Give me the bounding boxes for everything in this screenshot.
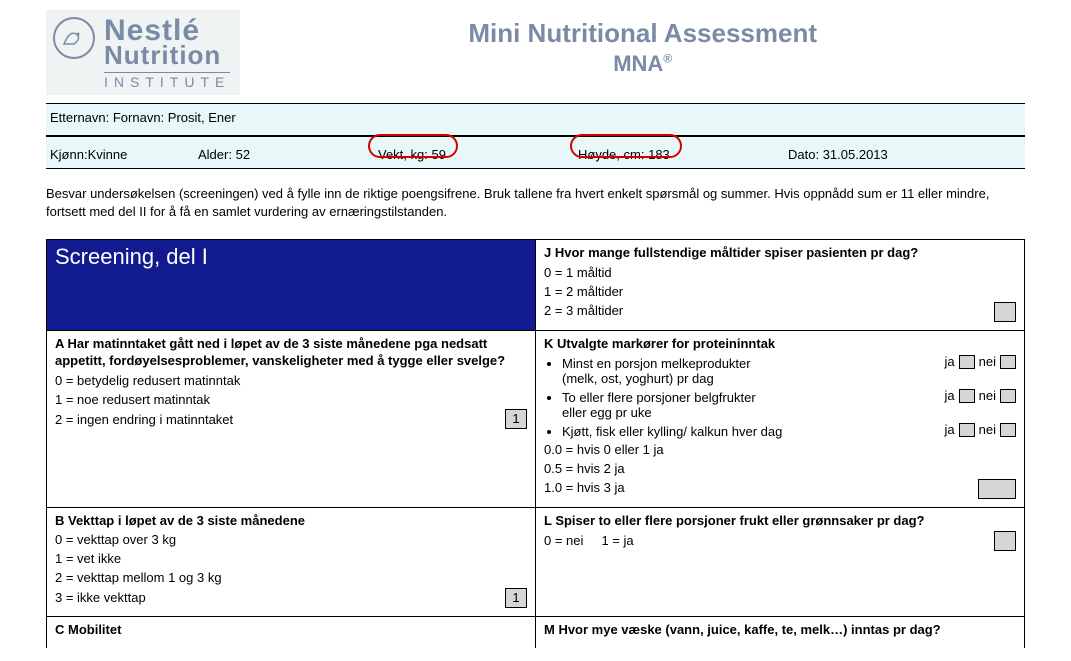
logo: Nestlé Nutrition INSTITUTE — [46, 10, 240, 95]
qB-score-box[interactable]: 1 — [505, 588, 527, 608]
qJ-l0: 0 = 1 måltid — [544, 264, 1016, 283]
qK-b2: To eller flere porsjoner belgfrukter ell… — [562, 390, 945, 420]
qL-score-box[interactable] — [994, 531, 1016, 551]
subtitle-text: MNA — [613, 51, 663, 76]
qK-nei-box-1[interactable] — [1000, 355, 1016, 369]
question-B-cell: B Vekttap i løpet av de 3 siste månedene… — [47, 507, 536, 616]
qB-l2: 2 = vekttap mellom 1 og 3 kg — [55, 569, 527, 588]
qA-l1: 1 = noe redusert matinntak — [55, 391, 527, 410]
gender-value: Kvinne — [88, 147, 128, 162]
qJ-l2: 2 = 3 måltider — [544, 302, 994, 321]
qA-score-box[interactable]: 1 — [505, 409, 527, 429]
patient-info-band: Etternavn: Fornavn: Prosit, Ener Kjønn:K… — [46, 103, 1025, 169]
question-A-cell: A Har matinntaket gått ned i løpet av de… — [47, 330, 536, 507]
page-subtitle: MNA® — [260, 51, 1025, 77]
weight-label: Vekt, kg: — [378, 147, 428, 162]
height-value: 183 — [648, 147, 670, 162]
qK-nei-1: nei — [979, 354, 996, 369]
logo-text-3: INSTITUTE — [104, 72, 230, 89]
name-label: Etternavn: Fornavn: — [50, 110, 164, 125]
qK-nei-box-3[interactable] — [1000, 423, 1016, 437]
qL-opts: 0 = nei 1 = ja — [544, 532, 994, 551]
page-title: Mini Nutritional Assessment — [260, 18, 1025, 49]
qB-l0: 0 = vekttap over 3 kg — [55, 531, 527, 550]
qB-l1: 1 = vet ikke — [55, 550, 527, 569]
qJ-l1: 1 = 2 måltider — [544, 283, 1016, 302]
qK-ja-2: ja — [945, 388, 955, 403]
qK-nei-2: nei — [979, 388, 996, 403]
bird-icon — [52, 16, 96, 60]
age-label: Alder: — [198, 147, 232, 162]
qK-head: K Utvalgte markører for proteininntak — [544, 335, 1016, 353]
qK-ja-3: ja — [945, 422, 955, 437]
qK-ja-box-3[interactable] — [959, 423, 975, 437]
qK-score-box[interactable] — [978, 479, 1016, 499]
qB-head: B Vekttap i løpet av de 3 siste månedene — [55, 512, 527, 530]
qA-head: A Har matinntaket gått ned i løpet av de… — [55, 335, 527, 370]
qK-nei-3: nei — [979, 422, 996, 437]
qA-l0: 0 = betydelig redusert matinntak — [55, 372, 527, 391]
assessment-table: Screening, del I J Hvor mange fullstendi… — [46, 239, 1025, 648]
instructions-text: Besvar undersøkelsen (screeningen) ved å… — [46, 185, 1025, 221]
date-label: Dato: — [788, 147, 819, 162]
height-label: Høyde, cm: — [578, 147, 644, 162]
section-header: Screening, del I — [47, 240, 536, 330]
weight-value: 59 — [432, 147, 446, 162]
qK-ja-box-2[interactable] — [959, 389, 975, 403]
gender-label: Kjønn: — [50, 147, 88, 162]
qL-head: L Spiser to eller flere porsjoner frukt … — [544, 512, 1016, 530]
qK-s3: 1.0 = hvis 3 ja — [544, 479, 978, 498]
qB-l3: 3 = ikke vekttap — [55, 589, 505, 608]
question-L-cell: L Spiser to eller flere porsjoner frukt … — [536, 507, 1025, 616]
qK-nei-box-2[interactable] — [1000, 389, 1016, 403]
subtitle-sup: ® — [663, 52, 672, 66]
qK-ja-1: ja — [945, 354, 955, 369]
question-M-cell: M Hvor mye væske (vann, juice, kaffe, te… — [536, 616, 1025, 648]
qK-s2: 0.5 = hvis 2 ja — [544, 460, 1016, 479]
date-value: 31.05.2013 — [823, 147, 888, 162]
logo-text-2: Nutrition — [104, 42, 230, 68]
name-value: Prosit, Ener — [168, 110, 236, 125]
qK-b1: Minst en porsjon melkeprodukter (melk, o… — [562, 356, 945, 386]
qM-head: M Hvor mye væske (vann, juice, kaffe, te… — [544, 621, 1016, 639]
qK-b3: Kjøtt, fisk eller kylling/ kalkun hver d… — [562, 424, 945, 439]
question-J-cell: J Hvor mange fullstendige måltider spise… — [536, 240, 1025, 330]
qC-head: C Mobilitet — [55, 621, 527, 639]
age-value: 52 — [236, 147, 250, 162]
qJ-score-box[interactable] — [994, 302, 1016, 322]
question-C-cell: C Mobilitet — [47, 616, 536, 648]
qJ-head: J Hvor mange fullstendige måltider spise… — [544, 244, 1016, 262]
question-K-cell: K Utvalgte markører for proteininntak Mi… — [536, 330, 1025, 507]
qA-l2: 2 = ingen endring i matinntaket — [55, 411, 505, 430]
qK-ja-box-1[interactable] — [959, 355, 975, 369]
qK-s1: 0.0 = hvis 0 eller 1 ja — [544, 441, 1016, 460]
